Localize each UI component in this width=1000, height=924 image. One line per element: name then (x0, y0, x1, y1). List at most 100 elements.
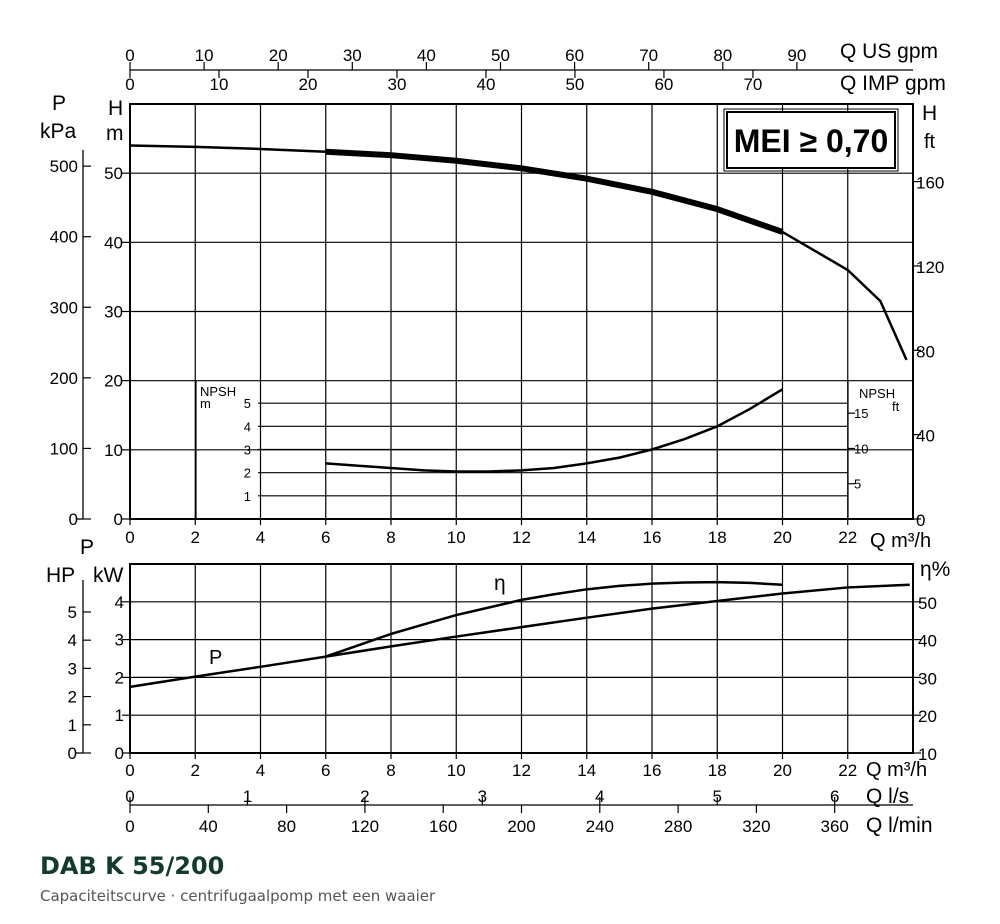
h-unit-label: m (106, 122, 124, 145)
lmin-tick-label: 360 (821, 817, 849, 836)
us-gpm-tick-label: 60 (565, 46, 584, 65)
npsh-curve (325, 388, 784, 473)
ft-axis-label: H (922, 102, 937, 125)
h-m-tick-label: 0 (114, 510, 123, 529)
h-m-tick-label: 10 (104, 441, 123, 460)
bottom-x-tick-label: 6 (321, 761, 330, 780)
lmin-tick-label: 0 (125, 817, 134, 836)
h-axis-label: H (108, 97, 123, 120)
lmin-tick-label: 40 (199, 817, 218, 836)
us-gpm-tick-label: 50 (491, 46, 510, 65)
top-x-tick-label: 2 (191, 528, 200, 547)
ls-tick-label: 1 (243, 787, 252, 806)
power-curve (129, 583, 910, 689)
pump-title: DAB K 55/200 (40, 852, 225, 880)
lmin-axis-label: Q l/min (866, 814, 933, 837)
top-x-tick-label: 0 (125, 528, 134, 547)
eta-tick-label: 30 (918, 669, 937, 688)
npsh-m-tick-label: 1 (244, 489, 251, 504)
ls-tick-label: 5 (713, 787, 722, 806)
npsh-m-tick-label: 4 (244, 419, 251, 434)
npsh-m-tick-label: 2 (244, 466, 251, 481)
kpa-tick-label: 500 (50, 157, 78, 176)
top-x-tick-label: 12 (512, 528, 531, 547)
us-gpm-tick-label: 70 (639, 46, 658, 65)
top-x-tick-label: 4 (256, 528, 265, 547)
bottom-x-tick-label: 16 (643, 761, 662, 780)
npsh-m-tick-label: 3 (244, 443, 251, 458)
us-gpm-tick-label: 0 (125, 46, 134, 65)
imp-gpm-tick-label: 40 (476, 75, 495, 94)
top-x-tick-label: 6 (321, 528, 330, 547)
top-x-tick-label: 16 (643, 528, 662, 547)
imp-gpm-tick-label: 10 (210, 75, 229, 94)
eta-axis-label: η% (920, 558, 950, 581)
kw-tick-label: 2 (115, 668, 124, 687)
power-curve-label: P (209, 647, 222, 669)
ft-tick-label: 0 (916, 511, 925, 530)
kw-unit-label: kW (93, 564, 124, 587)
lmin-tick-label: 80 (277, 817, 296, 836)
npsh-ft-tick-label: 10 (854, 441, 868, 456)
top-x-tick-label: 14 (577, 528, 596, 547)
ft-tick-label: 40 (916, 427, 935, 446)
ft-tick-label: 80 (916, 342, 935, 361)
npsh-m-label: NPSH (200, 384, 236, 399)
bottom-x-tick-label: 4 (256, 761, 265, 780)
kpa-tick-label: 0 (69, 510, 78, 529)
axes-layer (76, 62, 921, 813)
npsh-ft-label: NPSH (859, 386, 895, 401)
bottom-x-tick-label: 14 (577, 761, 596, 780)
kpa-tick-label: 400 (50, 228, 78, 247)
lmin-tick-label: 240 (586, 817, 614, 836)
kpa-tick-label: 200 (50, 369, 78, 388)
bottom-x-tick-label: 10 (447, 761, 466, 780)
top-x-tick-label: 20 (773, 528, 792, 547)
mei-badge: MEI ≥ 0,70 (723, 108, 899, 172)
hp-tick-label: 1 (68, 716, 77, 735)
grid-layer (130, 104, 913, 753)
curves-layer (129, 144, 910, 689)
h-m-tick-label: 30 (104, 303, 123, 322)
bottom-x-tick-label: 2 (191, 761, 200, 780)
bottom-x-tick-label: 22 (838, 761, 857, 780)
top-x-tick-label: 22 (838, 528, 857, 547)
hp-tick-label: 5 (68, 603, 77, 622)
ls-axis-label: Q l/s (866, 785, 909, 808)
imp-gpm-tick-label: 30 (388, 75, 407, 94)
bottom-x-tick-label: 0 (125, 761, 134, 780)
hp-tick-label: 0 (68, 744, 77, 763)
npsh-ft-tick-label: 5 (854, 477, 861, 492)
npsh-m-unit: m (200, 396, 211, 411)
top-x-tick-label: 10 (447, 528, 466, 547)
kw-tick-label: 0 (115, 744, 124, 763)
bottom-x-tick-label: 18 (708, 761, 727, 780)
bottom-x-tick-label: 20 (773, 761, 792, 780)
efficiency-curve-label: η (494, 572, 506, 595)
kw-tick-label: 1 (115, 706, 124, 725)
npsh-m-tick-label: 5 (244, 396, 251, 411)
kpa-tick-label: 300 (50, 298, 78, 317)
lmin-tick-label: 200 (507, 817, 535, 836)
hp-tick-label: 4 (68, 631, 77, 650)
eta-tick-label: 50 (918, 594, 937, 613)
imp-gpm-tick-label: 50 (565, 75, 584, 94)
bottom-x-tick-label: 12 (512, 761, 531, 780)
npsh-ft-unit: ft (892, 399, 900, 414)
kpa-tick-label: 100 (50, 439, 78, 458)
imp-gpm-tick-label: 60 (654, 75, 673, 94)
lmin-tick-label: 280 (664, 817, 692, 836)
top-x-tick-label: 8 (386, 528, 395, 547)
top-x-tick-label: 18 (708, 528, 727, 547)
lmin-tick-label: 160 (429, 817, 457, 836)
eta-tick-label: 10 (918, 745, 937, 764)
p-axis-label: P (52, 92, 66, 115)
kpa-unit-label: kPa (40, 120, 77, 143)
us-gpm-tick-label: 20 (269, 46, 288, 65)
ft-tick-label: 160 (916, 174, 944, 193)
bottom-x-axis-label: Q m³/h (866, 759, 927, 781)
ls-tick-label: 6 (830, 787, 839, 806)
mei-label: MEI ≥ 0,70 (734, 123, 889, 159)
